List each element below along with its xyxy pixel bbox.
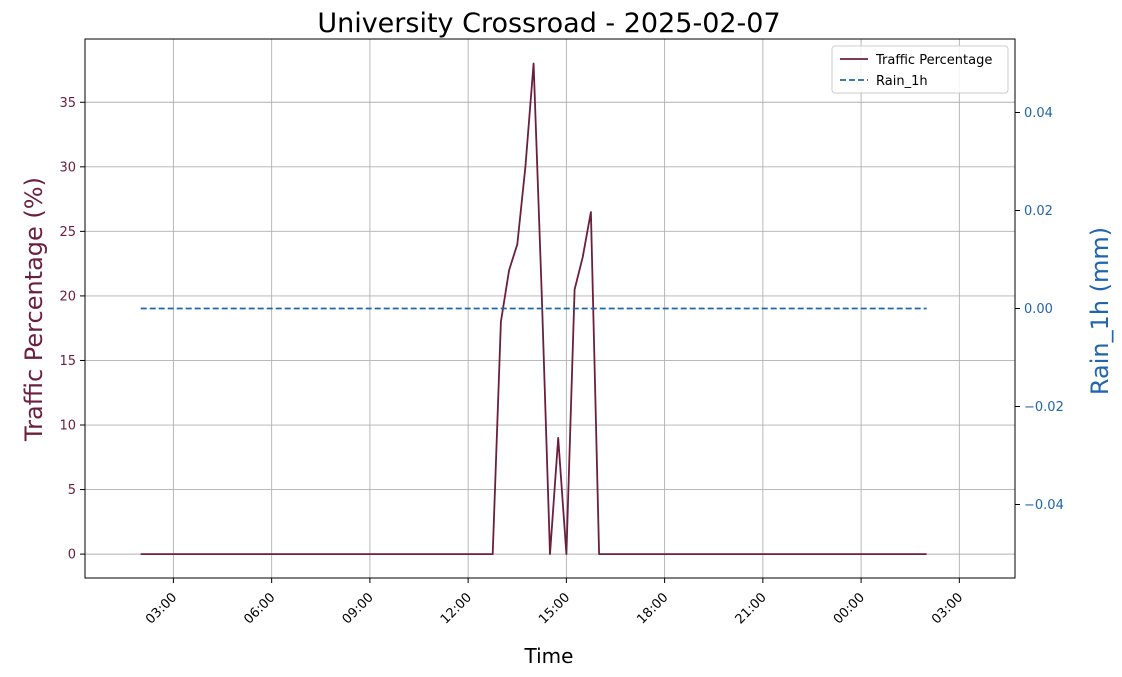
y-right-tick-label: −0.04 <box>1024 498 1064 513</box>
series-line-traffic <box>140 62 927 555</box>
legend-label-rain: Rain_1h <box>876 74 928 89</box>
x-tick-label: 00:00 <box>831 590 868 627</box>
x-tick-label: 15:00 <box>536 590 573 627</box>
y-axis-right: 0.04 0.02 0.00 −0.02 −0.04 <box>1015 106 1064 513</box>
y-left-tick-label: 15 <box>59 354 76 369</box>
x-tick-label: 18:00 <box>634 590 671 627</box>
x-axis-title: Time <box>524 644 574 668</box>
x-tick-label: 06:00 <box>241 590 278 627</box>
y-axis-left: 0 5 10 15 20 25 30 35 <box>59 96 85 563</box>
series-layer <box>140 62 927 555</box>
x-tick-label: 03:00 <box>929 590 966 627</box>
y-left-tick-label: 10 <box>59 419 76 434</box>
x-tick-label: 09:00 <box>340 590 377 627</box>
y-left-tick-label: 5 <box>68 483 76 498</box>
y-left-tick-label: 35 <box>59 96 76 111</box>
y-left-tick-label: 20 <box>59 289 76 304</box>
x-axis: 03:00 06:00 09:00 12:00 15:00 18:00 21:00 00:00… <box>143 578 966 627</box>
y-axis-left-title: Traffic Percentage (%) <box>20 177 48 442</box>
y-left-tick-label: 30 <box>59 160 76 175</box>
chart-title: University Crossroad - 2025-02-07 <box>317 8 780 39</box>
legend: Traffic Percentage Rain_1h <box>831 45 1009 94</box>
x-tick-label: 12:00 <box>438 590 475 627</box>
y-axis-right-title: Rain_1h (mm) <box>1086 227 1114 395</box>
y-left-tick-label: 0 <box>68 548 76 563</box>
legend-box <box>831 45 1009 94</box>
y-right-tick-label: 0.04 <box>1024 106 1053 121</box>
y-right-tick-label: 0.00 <box>1024 302 1053 317</box>
y-right-tick-label: 0.02 <box>1024 204 1053 219</box>
x-tick-label: 21:00 <box>733 590 770 627</box>
y-right-tick-label: −0.02 <box>1024 400 1064 415</box>
legend-label-traffic: Traffic Percentage <box>875 53 992 68</box>
y-left-tick-label: 25 <box>59 225 76 240</box>
x-tick-label: 03:00 <box>143 590 180 627</box>
